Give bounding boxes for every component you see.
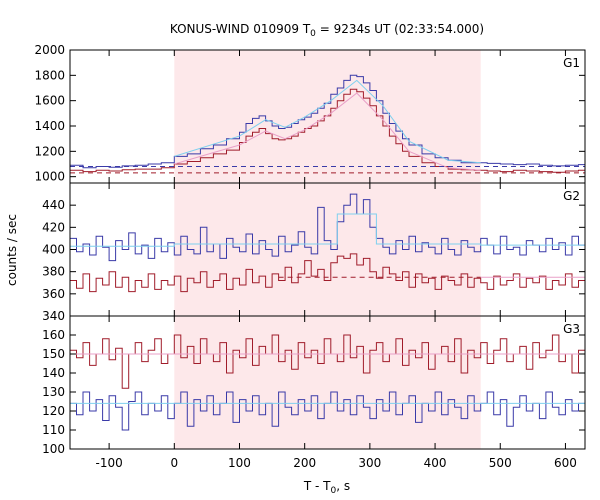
series-light-blue-step-line <box>70 213 585 247</box>
y-tick-label: 380 <box>42 265 65 279</box>
y-tick-label: 2000 <box>34 43 65 57</box>
title-suffix: = 9234s UT (02:33:54.000) <box>316 22 484 36</box>
x-tick-label: 100 <box>228 456 251 470</box>
chart-title: KONUS-WIND 010909 T0 = 9234s UT (02:33:5… <box>170 22 484 39</box>
y-tick-label: 1200 <box>34 144 65 158</box>
x-tick-label: 200 <box>293 456 316 470</box>
y-tick-label: 400 <box>42 243 65 257</box>
x-tick-label: 600 <box>554 456 577 470</box>
xlabel-suffix: , s <box>336 479 350 493</box>
series-blue-step-line <box>70 193 585 262</box>
y-tick-label: 1400 <box>34 119 65 133</box>
y-tick-label: 110 <box>42 423 65 437</box>
panel-g1: 1000 1200 1400 1600 1800 2000 G1 <box>34 43 586 184</box>
y-tick-label: 420 <box>42 220 65 234</box>
y-tick-label: 120 <box>42 404 65 418</box>
panel-label: G3 <box>563 322 580 336</box>
y-tick-label: 1600 <box>34 94 65 108</box>
series-light-red-line-line <box>174 92 481 171</box>
title-subscript: 0 <box>310 29 316 39</box>
panel-label: G1 <box>563 56 580 70</box>
y-tick-label: 1000 <box>34 170 65 184</box>
y-tick-label: 130 <box>42 385 65 399</box>
series-red-step-line <box>70 334 585 389</box>
panel-label: G2 <box>563 189 580 203</box>
series-light-blue-line-line <box>174 79 481 164</box>
x-tick-label: -100 <box>95 456 122 470</box>
panel-frame <box>69 315 586 450</box>
series-group <box>70 334 585 431</box>
title-prefix: KONUS-WIND 010909 T <box>170 22 311 36</box>
panels-group: 100012001400160018002000G134036038040042… <box>34 43 586 470</box>
x-axis-label: T - T0, s <box>303 479 350 496</box>
y-tick-label: 140 <box>42 366 65 380</box>
y-tick-label: 1800 <box>34 68 65 82</box>
series-blue-step-line <box>70 74 585 169</box>
x-tick-label: 400 <box>424 456 447 470</box>
shaded-interval <box>174 183 481 316</box>
y-tick-label: 160 <box>42 328 65 342</box>
panel-g2: 340 360 380 400 420 440 G2 <box>42 182 586 323</box>
series-group <box>70 193 585 293</box>
panel-g3: 100 110 120 130 140 150 160 G3 <box>42 315 586 456</box>
y-tick-label: 440 <box>42 198 65 212</box>
xlabel-subscript: 0 <box>331 486 337 496</box>
xlabel-prefix: T - T <box>303 479 331 493</box>
y-tick-label: 340 <box>42 309 65 323</box>
y-tick-label: 100 <box>42 442 65 456</box>
y-axis-label: counts / sec <box>5 214 19 286</box>
series-group <box>70 74 585 174</box>
y-tick-label: 150 <box>42 347 65 361</box>
y-tick-label: 360 <box>42 287 65 301</box>
x-tick-label: 300 <box>358 456 381 470</box>
series-red-step-line <box>70 253 585 293</box>
x-tick-label: 0 <box>170 456 178 470</box>
shaded-interval <box>174 50 481 183</box>
x-tick-label: 500 <box>489 456 512 470</box>
shaded-interval <box>174 316 481 449</box>
